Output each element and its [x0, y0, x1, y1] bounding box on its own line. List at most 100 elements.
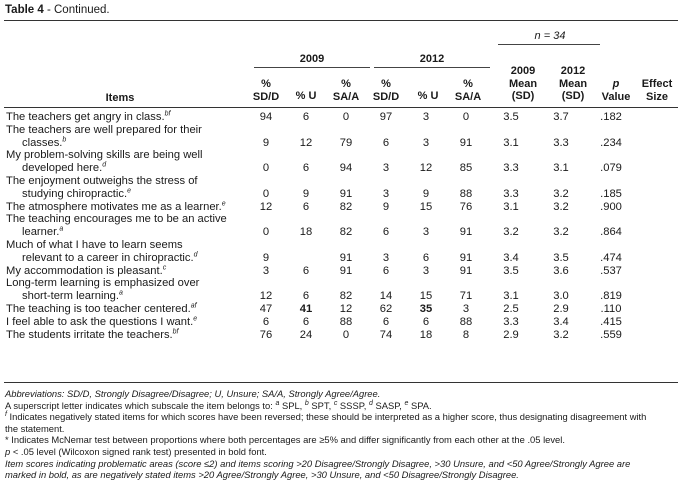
table-row: Long-term learning is emphasized over sho… — [4, 277, 678, 303]
table-cell — [636, 213, 678, 239]
table-cell: 3.3 — [503, 315, 519, 328]
table-cell: 3 — [462, 302, 470, 315]
header-rule — [4, 107, 678, 108]
table-cell: 15 — [419, 290, 433, 303]
table-cell: 6 — [302, 200, 310, 213]
table-cell: .079 — [600, 162, 622, 175]
table-cell — [636, 316, 678, 329]
table-caption-rest: - Continued. — [43, 4, 110, 16]
table-cell: 82 — [339, 226, 353, 239]
table-cell: 6 — [382, 315, 390, 328]
table-cell: .185 — [600, 187, 622, 200]
table-row: The students irritate the teachers.bf 76 2… — [4, 328, 678, 342]
table-cell: .819 — [600, 290, 622, 303]
table-cell: 3.1 — [503, 200, 519, 213]
table-cell: 82 — [339, 290, 353, 303]
table-cell: 88 — [459, 187, 473, 200]
table-cell: 6 — [422, 251, 430, 264]
table-cell: 3.3 — [553, 136, 569, 149]
table-cell: 3.5 — [503, 111, 519, 123]
table-cell: 12 — [259, 200, 273, 213]
table-cell: 3.2 — [553, 328, 569, 341]
table-cell: 0 — [262, 226, 270, 239]
footnote-abbreviations: Abbreviations: SD/D, Strongly Disagree/D… — [5, 388, 381, 399]
table-cell: 94 — [259, 111, 273, 123]
table-cell: 3 — [262, 264, 270, 277]
table-cell: 0 — [342, 328, 350, 341]
table-row: I feel able to ask the questions I want.… — [4, 315, 678, 329]
items-header: Items — [105, 92, 135, 104]
table-cell: 0 — [342, 111, 350, 123]
table-cell: 8 — [462, 328, 470, 341]
table-cell: 91 — [339, 187, 353, 200]
table-cell: 3 — [382, 251, 390, 264]
footnote-negative-1: f Indicates negatively stated items for … — [5, 411, 647, 423]
table-cell: 12 — [339, 302, 353, 315]
col-effect-size: Effect Size — [641, 78, 673, 103]
footnotes: Abbreviations: SD/D, Strongly Disagree/D… — [5, 388, 677, 481]
table-cell — [636, 239, 678, 265]
table-row: The enjoyment outweighs the stress of stu… — [4, 175, 678, 201]
col-mean-2009: 2009 Mean (SD) — [508, 65, 538, 102]
table-cell: .559 — [600, 328, 622, 341]
table-cell: 79 — [339, 136, 353, 149]
table-cell: 0 — [262, 162, 270, 175]
item-text: The teachers get angry in class.bf — [6, 110, 171, 123]
footnote-scores-1: Item scores indicating problematic areas… — [5, 457, 631, 469]
table-cell — [636, 265, 678, 278]
table-cell: 91 — [459, 251, 473, 264]
table-row: My accommodation is pleasant.c 3 6 91 6 3 91 3.… — [4, 264, 678, 278]
table-cell: 41 — [299, 302, 313, 315]
footnote-negative-2: the statement. — [5, 422, 65, 434]
table-cell: .474 — [600, 251, 622, 264]
table-cell: 3.2 — [503, 226, 519, 239]
table-cell — [636, 111, 678, 124]
table-cell: .182 — [600, 111, 622, 123]
item-text: Long-term learning is emphasized over sho… — [6, 277, 200, 303]
table-cell — [636, 124, 678, 150]
table-cell: .900 — [600, 200, 622, 213]
table-cell: .415 — [600, 315, 622, 328]
table-cell: 6 — [382, 226, 390, 239]
item-text: Much of what I have to learn seems releva… — [6, 238, 198, 264]
item-text: I feel able to ask the questions I want.… — [6, 315, 198, 328]
top-rule — [4, 20, 678, 21]
table-cell: 6 — [302, 162, 310, 175]
table-row: The atmosphere motivates me as a learner… — [4, 200, 678, 214]
n-label: n = 34 — [534, 30, 566, 42]
table-cell: 3 — [422, 226, 430, 239]
table-cell: 3 — [382, 187, 390, 200]
table-cell: 18 — [299, 226, 313, 239]
table-cell — [286, 239, 326, 265]
table-row: The teaching is too teacher centered.af 4… — [4, 302, 678, 316]
table-cell: 82 — [339, 200, 353, 213]
table-cell: 3 — [422, 136, 430, 149]
table-cell: 0 — [462, 111, 470, 123]
footnote-pvalue: p < .05 level (Wilcoxon signed rank test… — [5, 445, 267, 457]
table-cell — [636, 175, 678, 201]
table-cell — [636, 201, 678, 214]
item-text: The teachers are well prepared for their… — [6, 123, 202, 149]
table-cell: 3.1 — [553, 162, 569, 175]
table-cell: .234 — [600, 136, 622, 149]
table-row: The teaching encourages me to be an acti… — [4, 213, 678, 239]
table-cell: 6 — [262, 315, 270, 328]
table-row: Much of what I have to learn seems releva… — [4, 239, 678, 265]
table-cell: 18 — [419, 328, 433, 341]
table-cell: 35 — [419, 302, 433, 315]
table-cell: 47 — [259, 302, 273, 315]
table-cell: 3.1 — [503, 290, 519, 303]
table-cell: 12 — [299, 136, 313, 149]
table-cell: 3.2 — [553, 226, 569, 239]
table-cell — [636, 303, 678, 316]
table-cell: 9 — [302, 187, 310, 200]
table-cell: 3.1 — [503, 136, 519, 149]
table-cell: 3.0 — [553, 290, 569, 303]
table-cell: 14 — [379, 290, 393, 303]
table-cell: .110 — [600, 302, 622, 315]
item-text: My problem-solving skills are being well… — [6, 149, 203, 175]
table-cell — [636, 149, 678, 175]
footnote-subscale: A superscript letter indicates which sub… — [5, 399, 432, 411]
n-underline — [498, 44, 600, 45]
table-cell: 15 — [419, 200, 433, 213]
